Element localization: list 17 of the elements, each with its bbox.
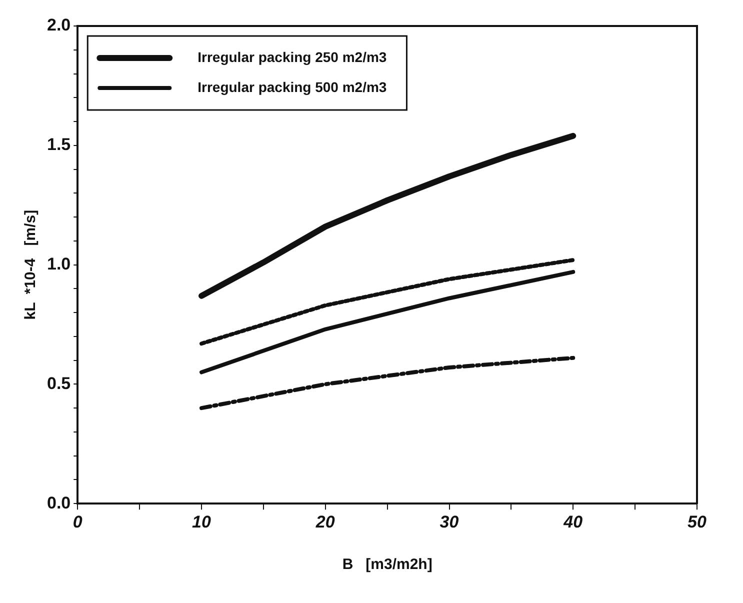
y-tick-label: 2.0	[46, 16, 71, 35]
line-series	[200, 356, 576, 410]
x-tick-label: 0	[72, 512, 83, 532]
x-tick-label: 30	[440, 512, 460, 532]
x-tick-label: 20	[314, 512, 336, 532]
legend-label: Irregular packing 250 m2/m3	[198, 48, 387, 65]
y-tick-label: 0.0	[46, 493, 71, 512]
x-tick-label: 10	[192, 512, 212, 532]
x-tick-label: 50	[688, 512, 707, 532]
y-tick-label: 1.0	[46, 254, 71, 274]
x-axis-title: B [m3/m2h]	[342, 556, 432, 574]
legend-label: Irregular packing 500 m2/m3	[198, 78, 387, 95]
y-tick-label: 0.5	[46, 374, 71, 393]
x-tick-label: 40	[562, 512, 584, 532]
y-axis-title: kL *10-4 [m/s]	[22, 210, 40, 320]
line-series	[200, 258, 576, 346]
y-tick-label: 1.5	[46, 135, 71, 154]
